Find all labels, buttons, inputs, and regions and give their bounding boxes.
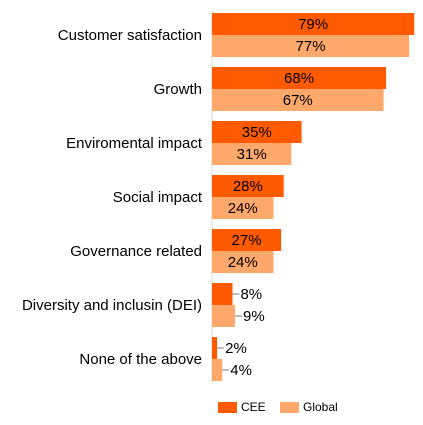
- data-label: 68%: [284, 70, 314, 87]
- legend-swatch-cee: [218, 402, 237, 413]
- plot-area: Customer satisfaction 79% 77% Growth 68% 67% E…: [22, 11, 415, 383]
- bar-global: [212, 305, 236, 327]
- bar-cee: [212, 67, 387, 89]
- data-label: 2%: [225, 340, 247, 357]
- data-label: 24%: [228, 254, 258, 271]
- bar-cee: [212, 121, 302, 143]
- data-label: 77%: [296, 38, 326, 55]
- category-label: Governance related: [70, 243, 202, 260]
- data-label: 35%: [242, 124, 272, 141]
- bar-cee: [212, 229, 282, 251]
- bar-cee: [212, 13, 415, 35]
- bar-cee: [212, 337, 218, 359]
- bar-global: [212, 197, 274, 219]
- category-label: Social impact: [113, 189, 203, 206]
- bar-global: [212, 143, 292, 165]
- bar-cee: [212, 283, 233, 305]
- data-label: 24%: [228, 200, 258, 217]
- legend-label: Global: [303, 400, 338, 414]
- category-label: Growth: [154, 81, 202, 98]
- legend-swatch-global: [280, 402, 299, 413]
- data-label: 67%: [283, 92, 313, 109]
- legend-label: CEE: [241, 400, 266, 414]
- bar-global: [212, 35, 410, 57]
- data-label: 8%: [240, 286, 262, 303]
- bar-global: [212, 89, 384, 111]
- bar-global: [212, 359, 223, 381]
- data-label: 4%: [230, 362, 252, 379]
- data-label: 27%: [232, 232, 262, 249]
- data-label: 28%: [233, 178, 263, 195]
- bar-global: [212, 251, 274, 273]
- category-label: Enviromental impact: [66, 135, 203, 152]
- category-label: Customer satisfaction: [58, 27, 202, 44]
- data-label: 79%: [298, 16, 328, 33]
- legend: CEE Global: [218, 400, 338, 414]
- category-label: Diversity and inclusin (DEI): [22, 297, 202, 314]
- data-label: 9%: [243, 308, 265, 325]
- data-label: 31%: [237, 146, 267, 163]
- category-label: None of the above: [79, 351, 202, 368]
- bar-cee: [212, 175, 284, 197]
